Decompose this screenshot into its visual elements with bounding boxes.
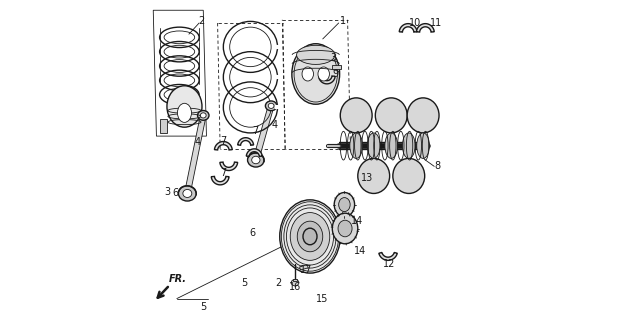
Text: 3: 3 xyxy=(330,53,337,63)
Bar xyxy=(159,119,167,133)
Ellipse shape xyxy=(375,98,407,133)
Ellipse shape xyxy=(296,45,335,64)
Ellipse shape xyxy=(252,156,260,164)
Text: 7: 7 xyxy=(220,136,226,146)
Polygon shape xyxy=(246,149,262,156)
Ellipse shape xyxy=(183,189,192,197)
Text: 4: 4 xyxy=(272,120,278,130)
Polygon shape xyxy=(220,162,237,171)
Ellipse shape xyxy=(179,186,197,201)
Ellipse shape xyxy=(167,86,202,127)
Text: 1: 1 xyxy=(340,16,347,27)
Text: 6: 6 xyxy=(172,188,179,198)
Bar xyxy=(293,278,297,281)
Polygon shape xyxy=(237,138,254,145)
Text: 17: 17 xyxy=(301,265,313,275)
Text: 4: 4 xyxy=(195,138,201,148)
Ellipse shape xyxy=(292,44,340,104)
Ellipse shape xyxy=(247,153,264,167)
Text: 3: 3 xyxy=(165,187,171,197)
Text: 5: 5 xyxy=(242,278,248,288)
Ellipse shape xyxy=(334,193,355,217)
Ellipse shape xyxy=(393,158,425,194)
Text: 9: 9 xyxy=(332,69,339,79)
Ellipse shape xyxy=(407,98,439,133)
Text: 15: 15 xyxy=(316,293,329,304)
Ellipse shape xyxy=(367,133,380,158)
Polygon shape xyxy=(253,105,274,161)
Polygon shape xyxy=(211,176,229,185)
Ellipse shape xyxy=(318,67,329,81)
Text: 5: 5 xyxy=(200,301,206,312)
Text: 14: 14 xyxy=(351,216,363,226)
Polygon shape xyxy=(319,76,335,84)
Ellipse shape xyxy=(338,220,352,237)
Text: 11: 11 xyxy=(430,18,443,28)
Bar xyxy=(299,265,308,270)
Ellipse shape xyxy=(268,103,274,108)
Text: 10: 10 xyxy=(409,18,421,28)
Ellipse shape xyxy=(332,213,358,244)
Ellipse shape xyxy=(280,200,340,273)
Ellipse shape xyxy=(340,98,372,133)
Ellipse shape xyxy=(417,133,430,158)
Text: 13: 13 xyxy=(361,172,373,182)
Ellipse shape xyxy=(339,197,350,212)
Polygon shape xyxy=(399,24,417,32)
Text: 2: 2 xyxy=(198,16,205,27)
Ellipse shape xyxy=(265,101,277,111)
Text: 16: 16 xyxy=(290,283,301,292)
Bar xyxy=(332,65,340,69)
Text: 8: 8 xyxy=(434,161,440,172)
Ellipse shape xyxy=(358,158,389,194)
Polygon shape xyxy=(417,24,434,32)
Polygon shape xyxy=(215,141,232,150)
Ellipse shape xyxy=(385,133,397,158)
Polygon shape xyxy=(379,252,397,260)
Ellipse shape xyxy=(302,67,314,81)
Ellipse shape xyxy=(290,212,330,260)
Text: 12: 12 xyxy=(383,259,396,268)
Text: 2: 2 xyxy=(275,278,281,288)
Ellipse shape xyxy=(297,221,323,252)
Text: 7: 7 xyxy=(252,126,259,136)
Text: 7: 7 xyxy=(220,168,226,178)
Ellipse shape xyxy=(350,133,363,158)
Ellipse shape xyxy=(291,279,299,286)
Text: 14: 14 xyxy=(354,246,366,256)
Ellipse shape xyxy=(198,110,209,120)
Text: 6: 6 xyxy=(249,228,255,238)
Polygon shape xyxy=(185,115,206,194)
Ellipse shape xyxy=(200,113,206,118)
Text: FR.: FR. xyxy=(169,274,187,284)
Ellipse shape xyxy=(177,103,192,123)
Ellipse shape xyxy=(402,133,415,158)
Ellipse shape xyxy=(303,228,317,245)
